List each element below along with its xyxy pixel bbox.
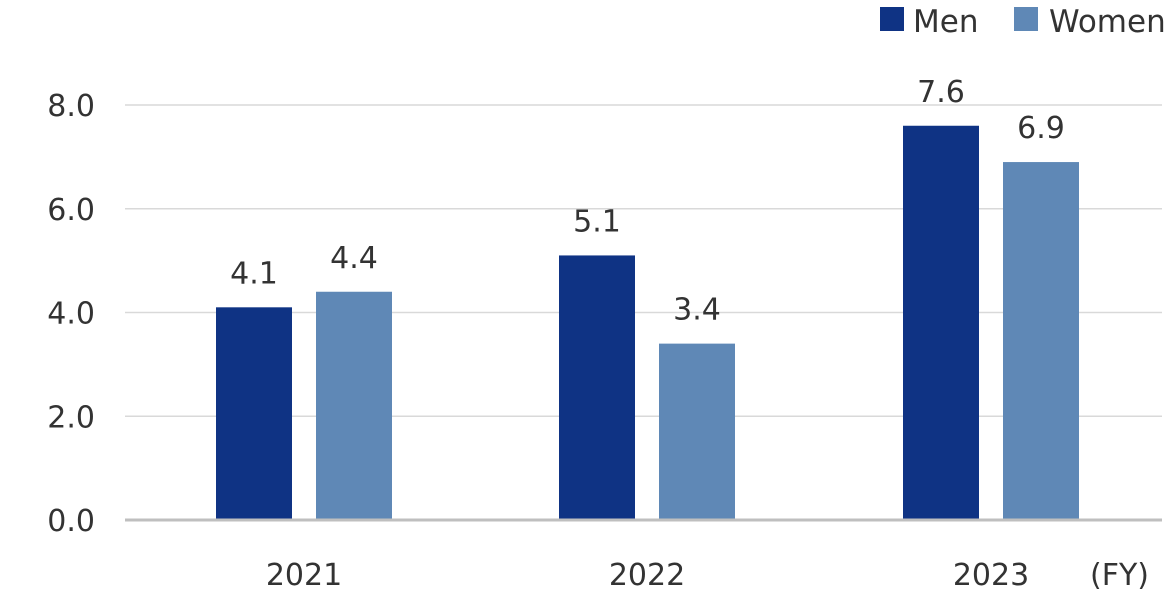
gridlines <box>125 104 1162 417</box>
y-tick-label: 2.0 <box>47 400 95 435</box>
data-label: 5.1 <box>573 204 621 239</box>
bar-men-2021 <box>216 307 292 520</box>
y-tick-label: 0.0 <box>47 504 95 539</box>
bar-women-2022 <box>659 343 735 520</box>
data-label: 7.6 <box>917 75 965 110</box>
legend-label-men: Men <box>913 4 978 40</box>
bars <box>216 125 1079 520</box>
x-tick-label: 2022 <box>609 558 685 592</box>
x-unit-label: (FY) <box>1090 558 1149 592</box>
legend-label-women: Women <box>1049 4 1166 40</box>
data-label: 6.9 <box>1017 111 1065 146</box>
legend-swatch-women <box>1014 7 1038 31</box>
x-tick-label: 2021 <box>266 558 342 592</box>
legend: Men Women <box>880 4 1166 40</box>
y-tick-label: 4.0 <box>47 297 95 332</box>
y-tick-labels: 0.0 2.0 4.0 6.0 8.0 <box>47 89 95 539</box>
data-label: 4.4 <box>330 241 378 276</box>
x-tick-label: 2023 <box>953 558 1029 592</box>
data-label: 3.4 <box>673 293 721 328</box>
legend-swatch-men <box>880 7 904 31</box>
bar-women-2021 <box>316 291 392 520</box>
data-label: 4.1 <box>230 256 278 291</box>
bar-women-2023 <box>1003 162 1079 520</box>
y-tick-label: 6.0 <box>47 193 95 228</box>
bar-men-2022 <box>559 255 635 520</box>
bar-men-2023 <box>903 125 979 520</box>
y-tick-label: 8.0 <box>47 89 95 124</box>
x-tick-labels: 2021 2022 2023 <box>266 558 1029 592</box>
data-labels: 4.1 4.4 5.1 3.4 7.6 6.9 <box>230 75 1065 328</box>
